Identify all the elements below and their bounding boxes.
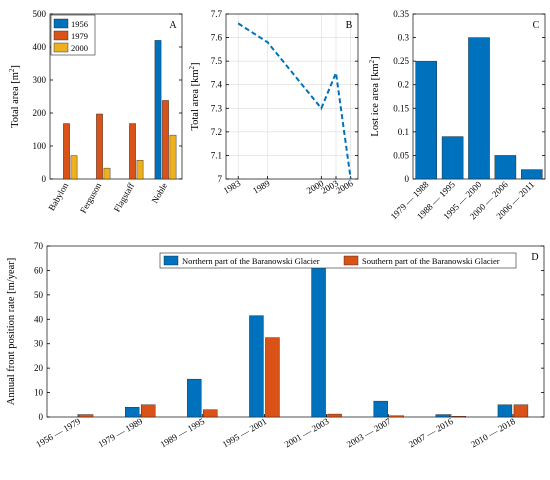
panelD-bar-south [203,409,218,418]
panelB-letter: B [346,20,353,31]
panelA-legend-label: 1979 [71,31,88,41]
panelA-bar-1979 [162,100,169,180]
panelA-xtick-label: Flagstaff [112,181,137,214]
panelA-bar-1979 [129,123,136,180]
panelB-series-line [237,22,352,180]
panelA-ytick-label: 400 [33,42,47,52]
panelD-bar-north [124,407,140,418]
panelA-letter: A [169,20,177,31]
panelD-bar-south [140,404,156,418]
panelD-ytick-label: 60 [34,265,44,275]
panelB-ytick-label: 7.1 [211,150,222,160]
panelA-legend-swatch [53,30,69,41]
panelC-bar [521,169,543,180]
panelC-ytick-label: 0.35 [393,9,409,19]
panelA-bar-2000 [103,167,111,180]
panelD-bar-north [373,400,388,418]
panelA-ytick-label: 500 [33,9,47,19]
panelC-ytick-label: 0.3 [398,33,410,43]
panelA-bar-1956 [154,40,162,180]
panelA-ytick-label: 200 [33,108,47,118]
panelA-axes-box [49,13,183,180]
panelD-legend-box [159,252,517,269]
panelD-bar-north [311,258,326,418]
panelC-ytick-label: 0.05 [393,150,409,160]
panelC-bar [494,155,517,180]
panelD-bar-north [497,404,513,418]
panelC-ytick-label: 0.2 [398,80,409,90]
panelD-bar-north [249,315,264,418]
panelA-bar-2000 [136,159,144,180]
panelA-legend-label: 1956 [71,19,88,29]
panelD-axes-box [46,245,545,418]
panelD-xtick-label: 1979 — 1989 [96,416,144,450]
panelD-xtick-label: 2010 — 2018 [469,416,517,450]
panelD-xtick-label: 1995 — 2001 [221,416,269,449]
panelA-bar-2000 [70,155,78,180]
panelA-legend-swatch [53,42,69,53]
panelC-ytick-label: 0.25 [393,56,409,66]
panelD-bar-north [187,378,202,418]
panelD-ytick-label: 20 [34,363,44,373]
panelD-letter: D [531,252,538,263]
panelD-bar-south [451,416,467,418]
panelC-bar [415,60,437,180]
panelD-ylabel: Annual front position rate [m/year] [6,258,17,406]
panelD-bar-south [78,414,94,418]
panelD-xtick-label: 2007 — 2016 [407,416,455,450]
panelC-ytick-label: 0 [405,174,410,184]
panelB-ylabel: Total area [km2] [188,62,201,130]
panelC-ytick-label: 0.15 [393,103,409,113]
panelA-legend-swatch [53,18,69,29]
panelA-bar-1979 [63,123,70,180]
panelD-bar-south [513,404,529,418]
panelA-ytick-label: 100 [33,141,47,151]
panelB-ytick-label: 7.7 [211,9,223,19]
panelD-ytick-label: 0 [39,412,44,422]
panelD-bar-south [265,337,280,418]
panelB-xtick-label: 1989 [251,178,272,196]
panelB-ytick-label: 7.3 [211,103,223,113]
panelC-ylabel: Lost ice area [km2] [368,56,381,136]
panelA-ylabel: Total area [m2] [8,65,21,128]
panelA-bar-2000 [169,134,177,180]
panelD-xtick-label: 2001 — 2003 [283,416,331,450]
panelD-ytick-label: 50 [34,290,44,300]
panelB-ytick-label: 7.5 [211,56,223,66]
panelD-ytick-label: 10 [34,388,44,398]
panelA-xtick-label: Ferguson [78,181,104,215]
panelB-xtick-label: 2006 [334,178,355,196]
panelD-bar-north [435,414,451,418]
panelD-legend-label-north: Northern part of the Baranowski Glacier [182,256,320,266]
panelA-ytick-label: 300 [33,75,47,85]
panelC-bar [468,37,490,180]
panelD-legend-swatch-north [163,255,179,266]
panelD-ytick-label: 30 [34,339,44,349]
panelB-ytick-label: 7 [218,174,223,184]
panelB-ytick-label: 7.2 [211,127,222,137]
panelB-ytick-label: 7.6 [211,33,223,43]
panelB-axes-box [225,13,359,180]
panelD-ytick-label: 70 [34,241,44,251]
panelA-xtick-label: Noble [150,181,170,205]
panelB-ytick-label: 7.4 [211,80,223,90]
panelC-ytick-label: 0.1 [398,127,409,137]
panelD-legend-label-south: Southern part of the Baranowski Glacier [362,256,500,266]
panelB-xtick-label: 1983 [222,178,243,196]
panelA-ytick-label: 0 [42,174,47,184]
panelD-xtick-label: 2003 — 2007 [345,416,393,450]
panelC-bar [441,136,464,180]
panelA-legend-label: 2000 [71,43,88,53]
panelD-ytick-label: 40 [34,314,44,324]
panelD-bar-south [327,413,342,418]
panelC-letter: C [533,20,540,31]
panelD-legend-swatch-south [343,255,359,266]
panelA-xtick-label: Babylon [46,181,70,213]
panelD-bar-south [389,415,404,418]
panelA-bar-1979 [96,113,103,180]
panelD-xtick-label: 1989 — 1995 [158,416,206,450]
